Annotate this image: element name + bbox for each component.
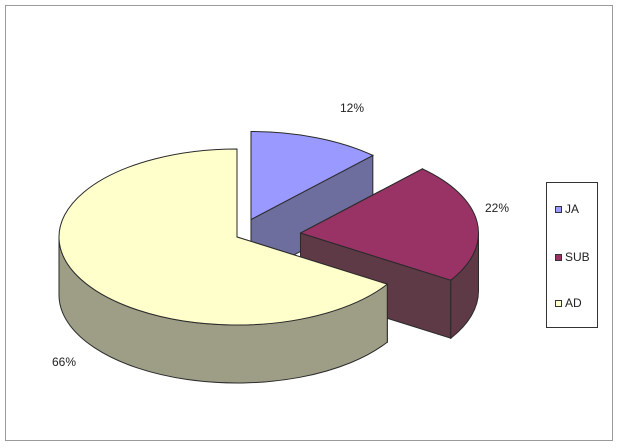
legend-item-sub: SUB: [555, 249, 590, 265]
data-label-ja: 12%: [340, 101, 364, 115]
legend-label-ad: AD: [565, 296, 582, 310]
legend: JA SUB AD: [546, 182, 598, 328]
legend-swatch-ad: [555, 299, 562, 307]
legend-label-sub: SUB: [565, 250, 590, 264]
legend-swatch-sub: [555, 253, 562, 261]
data-label-sub: 22%: [485, 201, 509, 215]
pie-slice-ad: [58, 148, 389, 384]
legend-item-ja: JA: [555, 201, 579, 217]
data-label-ad: 66%: [52, 355, 76, 369]
legend-item-ad: AD: [555, 295, 582, 311]
legend-swatch-ja: [555, 205, 562, 213]
legend-label-ja: JA: [565, 202, 580, 216]
